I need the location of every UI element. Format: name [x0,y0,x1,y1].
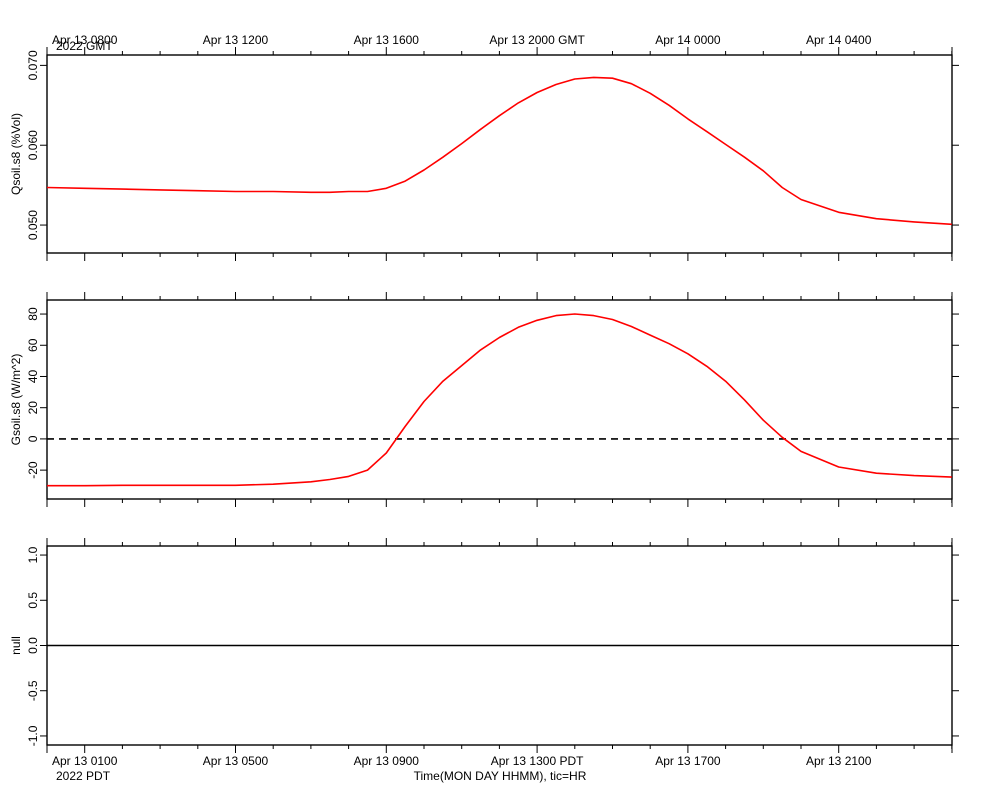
gmt-tick-label: Apr 14 0400 [806,33,872,47]
pdt-tick-label: Apr 13 0900 [354,754,420,768]
x-axis-label: Time(MON DAY HHMM), tic=HR [414,769,587,783]
y-tick-label: 0.060 [26,130,40,160]
pdt-tick-label: Apr 13 1300 PDT [491,754,584,768]
series-line-2 [47,313,952,487]
y-axis-label: null [9,636,23,655]
y-tick-label: 80 [26,307,40,321]
y-tick-label: 0 [26,435,40,442]
y-tick-label: 0.5 [26,592,40,609]
y-tick-label: 40 [26,369,40,383]
y-tick-label: 0.0 [26,637,40,654]
plot-frame-1 [46,54,953,254]
y-tick-label: -20 [26,461,40,479]
y-axis-label: Gsoil.s8 (W/m^2) [9,354,23,446]
gmt-tick-label: Apr 13 1600 [354,33,420,47]
plot-frame-2 [46,299,953,500]
gmt-tick-label: Apr 14 0000 [655,33,721,47]
y-tick-label: 60 [26,338,40,352]
y-tick-label: 1.0 [26,546,40,563]
y-tick-label: 0.050 [26,210,40,240]
gmt-tick-label: Apr 13 1200 [203,33,269,47]
pdt-year-label: 2022 PDT [56,769,111,783]
y-tick-label: 0.070 [26,50,40,80]
pdt-tick-label: Apr 13 1700 [655,754,721,768]
series-line-1 [46,76,952,226]
y-tick-label: -0.5 [26,680,40,701]
gmt-tick-label: Apr 13 2000 GMT [489,33,585,47]
pdt-tick-label: Apr 13 2100 [806,754,872,768]
y-tick-label: -1.0 [26,725,40,746]
pdt-tick-label: Apr 13 0500 [203,754,269,768]
gmt-tick-label: Apr 13 0800 [52,33,118,47]
pdt-tick-label: Apr 13 0100 [52,754,118,768]
gmt-year-label: 2022 GMT [56,39,113,53]
y-tick-label: 20 [26,401,40,415]
y-axis-label: Qsoil.s8 (%Vol) [9,113,23,195]
